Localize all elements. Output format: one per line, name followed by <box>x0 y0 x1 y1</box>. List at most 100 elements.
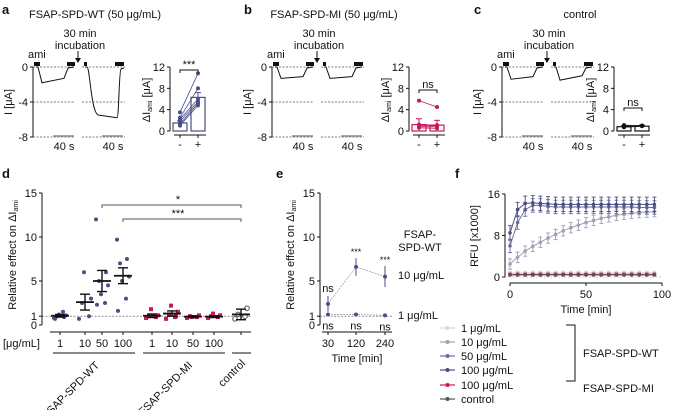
significance-label: ns <box>379 321 391 333</box>
data-point <box>523 249 527 253</box>
data-point <box>640 123 644 128</box>
series-label: 1 μg/mL <box>398 310 438 322</box>
paired-line <box>179 73 199 113</box>
bar-y-tick-label: 0 <box>398 126 404 138</box>
data-point <box>553 202 558 207</box>
data-point <box>218 313 222 318</box>
data-point <box>584 202 588 207</box>
trace-y-axis-label: I [μA] <box>472 89 484 115</box>
unit-label: [μg/mL] <box>3 338 40 350</box>
data-point <box>176 309 180 314</box>
data-point <box>622 273 626 277</box>
data-point <box>614 202 619 207</box>
arrow-down-icon <box>75 58 81 63</box>
paired-line <box>179 105 199 126</box>
data-point <box>244 305 250 312</box>
legend-item: 100 μg/mL <box>440 365 513 377</box>
x-tick-label: 50 <box>187 338 199 350</box>
legend-item: 50 μg/mL <box>440 351 507 363</box>
legend-marker <box>445 383 450 387</box>
data-point <box>531 244 535 249</box>
data-point <box>569 202 573 207</box>
legend-label: 1 μg/mL <box>461 323 501 335</box>
data-point <box>515 207 520 212</box>
data-point <box>89 296 93 301</box>
y-tick-label: 15 <box>25 188 37 200</box>
legend-group-label: FSAP-SPD-MI <box>583 383 654 395</box>
data-point <box>531 201 535 205</box>
bar-y-axis-label-subscript: ami <box>591 100 598 112</box>
data-point <box>515 255 520 260</box>
data-point <box>144 315 148 320</box>
data-point <box>591 202 596 207</box>
panel-label-d: d <box>2 166 10 181</box>
panel-title: FSAP-SPD-WT (50 μg/mL) <box>29 9 161 21</box>
y-axis-label-subscript: ami <box>291 200 298 212</box>
data-point <box>607 273 611 277</box>
data-point <box>508 244 512 248</box>
data-point <box>164 316 168 321</box>
bar-y-tick-label: 12 <box>597 62 609 74</box>
data-point <box>196 97 200 101</box>
bar-y-axis-label-subscript: ami <box>386 100 393 112</box>
group-label: control <box>216 358 248 390</box>
y-tick-label: 8 <box>494 231 500 243</box>
scale-bar-label: 40 s <box>572 141 593 153</box>
significance-label: *** <box>183 59 197 71</box>
bar-x-tick-label: - <box>622 139 626 151</box>
data-point <box>622 202 626 207</box>
data-point <box>104 270 108 275</box>
data-point <box>508 231 512 235</box>
incubation-label: incubation <box>524 40 574 52</box>
data-point <box>435 105 439 109</box>
data-point <box>95 302 99 307</box>
data-point <box>178 110 182 115</box>
bar-y-axis-label-unit: [μA] <box>585 78 597 98</box>
data-point <box>82 270 86 275</box>
trace-y-tick-label: -8 <box>18 132 28 144</box>
data-point <box>546 236 550 240</box>
y-axis-label-main: Relative effect on ΔI <box>285 212 297 310</box>
paired-line <box>623 125 643 128</box>
y-tick-label: 1 <box>309 311 315 323</box>
data-point <box>645 273 649 277</box>
group-label: FSAP-SPD-WT <box>40 359 102 410</box>
data-point <box>106 283 110 288</box>
data-point <box>584 273 588 277</box>
current-trace <box>36 66 75 84</box>
x-tick-label: 100 <box>205 338 223 350</box>
y-tick-label: 16 <box>488 189 500 201</box>
data-point <box>508 273 512 277</box>
y-axis-label-main: Relative effect on ΔI <box>7 212 19 310</box>
data-point <box>178 115 182 120</box>
scale-bar-label: 40 s <box>293 141 314 153</box>
legend-item: 10 μg/mL <box>440 337 507 349</box>
significance-bracket <box>179 69 199 73</box>
data-point <box>523 201 527 206</box>
data-point <box>629 273 634 277</box>
data-point <box>523 273 527 277</box>
bar-y-tick-label: 0 <box>159 126 165 138</box>
current-trace <box>324 66 363 79</box>
data-point <box>599 202 603 207</box>
data-point <box>538 201 543 206</box>
arrow-down-icon <box>544 58 550 63</box>
bar-y-axis-label-unit: [μA] <box>141 78 153 98</box>
y-axis-label: RFU [x1000] <box>469 205 481 267</box>
bar-y-tick-label: 0 <box>603 126 609 138</box>
data-point <box>584 220 588 225</box>
data-point <box>553 232 558 237</box>
data-point <box>531 273 535 277</box>
bar-y-axis-label: ΔIami [μA] <box>585 78 598 123</box>
data-point <box>417 122 421 127</box>
data-point <box>652 273 657 277</box>
data-point <box>354 264 358 269</box>
bar-y-tick-label: 4 <box>398 105 404 117</box>
data-point <box>622 123 626 128</box>
x-tick-label: 10 <box>79 338 91 350</box>
bar-y-axis-label-main: ΔI <box>141 112 153 122</box>
panel-label-b: b <box>244 2 252 17</box>
scale-bar-label: 40 s <box>103 141 124 153</box>
